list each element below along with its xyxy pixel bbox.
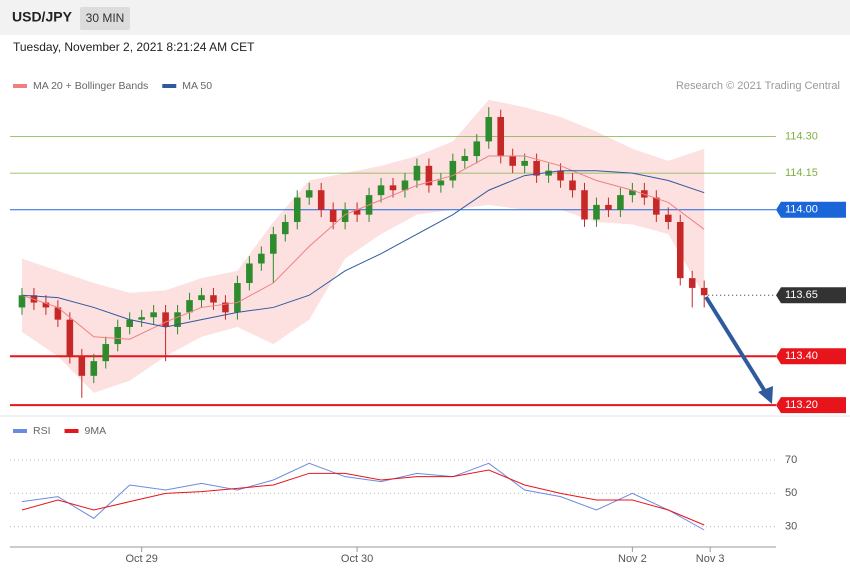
- y-tick-label: 50: [785, 487, 797, 499]
- header-bar: [0, 0, 850, 35]
- candle-body: [676, 221, 684, 279]
- legend-swatch: [13, 84, 27, 88]
- candle-body: [437, 180, 445, 186]
- x-tick-label: Nov 3: [696, 553, 725, 565]
- candle-body: [341, 209, 349, 222]
- x-tick-label: Oct 30: [341, 553, 373, 565]
- symbol: USD/JPY: [12, 9, 73, 25]
- candle-body: [234, 283, 241, 313]
- candle-body: [593, 204, 600, 220]
- candle-body: [521, 160, 528, 166]
- y-tick-label: 30: [785, 521, 797, 533]
- candle-body: [114, 326, 122, 345]
- arrow-head: [758, 386, 773, 404]
- candle-body: [545, 170, 552, 176]
- candle-body: [305, 190, 313, 198]
- legend-label: RSI: [33, 425, 51, 437]
- candle-body: [78, 356, 86, 376]
- candle-body: [317, 190, 325, 210]
- candle-body: [246, 263, 253, 284]
- legend-swatch: [64, 429, 79, 433]
- legend-label: MA 50: [182, 80, 212, 92]
- level-label: 113.20: [785, 399, 818, 411]
- candle-body: [497, 116, 505, 157]
- candle-body: [281, 221, 289, 235]
- level-label: 114.30: [785, 130, 818, 142]
- candle-body: [90, 361, 98, 376]
- level-label: 113.65: [785, 289, 818, 301]
- candle-body: [258, 253, 265, 264]
- candle-body: [198, 295, 205, 301]
- credit: Research © 2021 Trading Central: [676, 80, 840, 92]
- candle-body: [66, 319, 74, 357]
- candle-body: [569, 180, 576, 191]
- candle-body: [413, 165, 421, 181]
- candle-body: [222, 302, 229, 313]
- candle-body: [653, 197, 660, 215]
- interval-badge[interactable]: [80, 7, 130, 30]
- candle-body: [425, 165, 433, 186]
- moving-average: [21, 155, 705, 340]
- timestamp: Tuesday, November 2, 2021 8:21:24 AM CET: [13, 40, 255, 54]
- candle-body: [401, 180, 409, 191]
- level-tag: [776, 287, 846, 304]
- legend-swatch: [13, 429, 27, 433]
- indicator-line: [21, 462, 705, 531]
- candle-body: [293, 197, 301, 222]
- candle-body: [509, 156, 516, 166]
- candle-body: [329, 209, 337, 222]
- level-tag: [776, 397, 846, 414]
- candle-body: [186, 300, 193, 313]
- level-tag: [776, 201, 846, 218]
- moving-average: [21, 170, 705, 328]
- legend-label: 9MA: [85, 425, 107, 437]
- level-label: 114.15: [785, 167, 818, 179]
- candle-body: [54, 307, 62, 320]
- candle-body: [138, 317, 145, 320]
- x-tick-label: Nov 2: [618, 553, 647, 565]
- indicator-line: [21, 469, 705, 526]
- candle-body: [557, 170, 564, 181]
- legend-label: MA 20 + Bollinger Bands: [33, 80, 148, 92]
- candle-body: [270, 234, 277, 254]
- candle-body: [700, 287, 708, 296]
- level-label: 113.40: [785, 350, 818, 362]
- candle-body: [174, 312, 181, 327]
- candle-body: [42, 302, 50, 308]
- candle-body: [617, 195, 624, 210]
- forecast-arrow: [704, 295, 768, 395]
- candle-body: [162, 312, 169, 327]
- candle-body: [605, 204, 612, 210]
- candle-body: [485, 116, 493, 142]
- interval[interactable]: 30 MIN: [86, 11, 125, 25]
- candle-body: [377, 185, 385, 196]
- x-tick-label: Oct 29: [125, 553, 157, 565]
- rsi-panel: 30 50 70 Oct 29 Oct 30 Nov 2 Nov 3 RSI 9MA: [10, 425, 797, 565]
- candle-body: [533, 160, 540, 176]
- y-tick-label: 70: [785, 454, 797, 466]
- candle-body: [461, 156, 469, 161]
- candle-body: [688, 278, 696, 288]
- candle-body: [581, 190, 588, 220]
- level-tag: [776, 348, 846, 365]
- candle-body: [664, 214, 672, 222]
- candle-body: [18, 295, 26, 308]
- candle-body: [353, 209, 361, 215]
- candle-body: [629, 190, 636, 196]
- price-panel: 114.30 114.15 114.00 113.65 113.40 113.20 MA 2…: [10, 80, 846, 414]
- candle-body: [389, 185, 397, 191]
- candle-body: [150, 312, 157, 318]
- candle-body: [210, 295, 217, 303]
- level-label: 114.00: [785, 204, 818, 216]
- legend-swatch: [162, 84, 177, 88]
- candle-body: [126, 319, 133, 327]
- candle-body: [473, 141, 481, 157]
- candle-body: [102, 344, 110, 362]
- candle-body: [449, 160, 457, 181]
